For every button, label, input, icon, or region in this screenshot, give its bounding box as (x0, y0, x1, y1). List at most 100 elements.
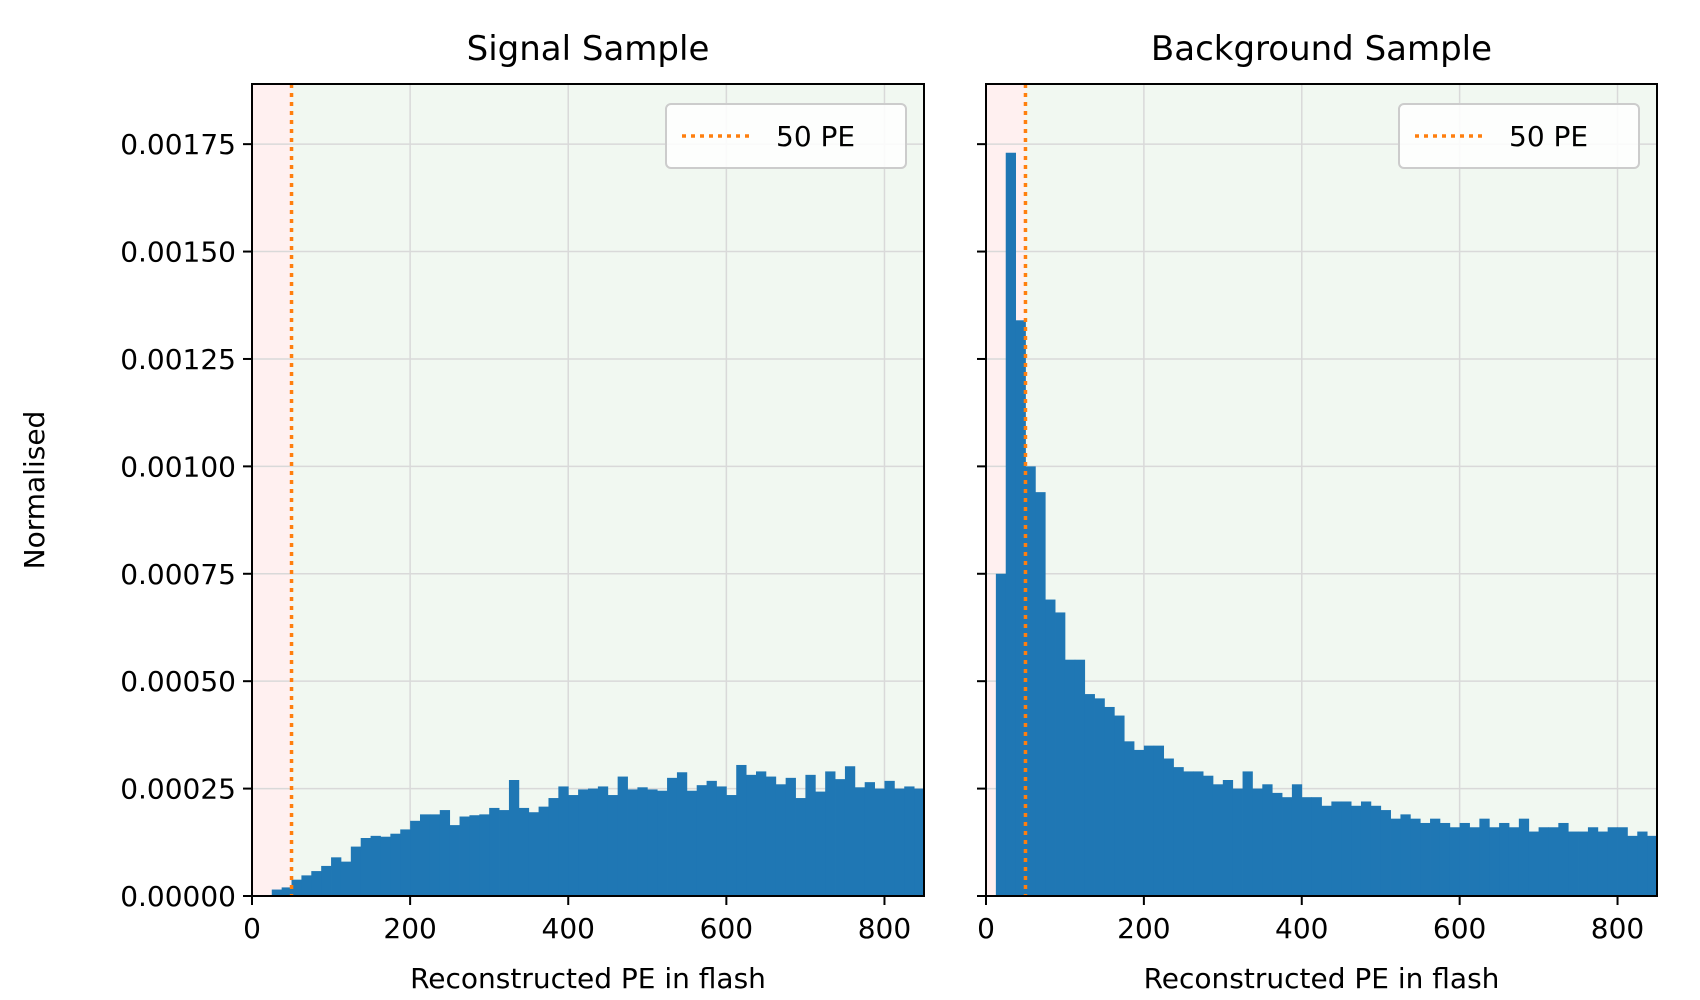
histogram-bar (894, 788, 905, 896)
histogram-bar (1025, 466, 1036, 896)
histogram-bar (518, 807, 530, 896)
y-tick-label: 0.00075 (120, 558, 236, 591)
x-tick-label: 600 (700, 912, 753, 945)
histogram-bar (1301, 797, 1313, 896)
histogram-bar (1351, 805, 1362, 896)
histogram-bar (1282, 797, 1293, 896)
histogram-bar (825, 771, 836, 896)
histogram-bar (400, 829, 411, 896)
histogram-bar (765, 776, 777, 896)
histogram-bar (1548, 827, 1559, 896)
histogram-bar (637, 787, 648, 896)
histogram-bar (1104, 706, 1115, 896)
histogram-bar (1045, 599, 1056, 896)
x-tick-label: 400 (1275, 912, 1328, 945)
histogram-bar (1489, 827, 1500, 896)
histogram-bar (449, 825, 460, 896)
histogram-bar (1143, 745, 1155, 896)
histogram-bar (815, 791, 826, 896)
rejected-region (252, 84, 292, 896)
histogram-bar (874, 788, 885, 896)
histogram-bar (429, 814, 441, 896)
histogram-bar (805, 774, 816, 896)
histogram-bar (1400, 814, 1411, 896)
histogram-bar (1321, 805, 1332, 896)
histogram-bar (1439, 822, 1451, 896)
axes-frame (985, 83, 1658, 897)
histogram-bar (271, 889, 283, 896)
x-tick-label: 200 (1117, 912, 1170, 945)
x-axis-label: Reconstructed PE in flash (410, 962, 766, 995)
histogram-bar (439, 810, 451, 896)
y-tick-label: 0.00125 (120, 343, 236, 376)
histogram-bars (271, 764, 925, 896)
histogram-bar (716, 786, 727, 896)
histogram-bar (1360, 801, 1372, 896)
histogram-bars (995, 152, 1658, 897)
histogram-bar (1410, 818, 1421, 896)
histogram-bar (1449, 827, 1461, 896)
histogram-bar (370, 835, 381, 896)
legend-label: 50 PE (776, 120, 855, 153)
histogram-bar (884, 780, 895, 896)
histogram-bar (1114, 715, 1125, 896)
histogram-bar (1341, 801, 1352, 896)
histogram-bar (1597, 831, 1609, 896)
histogram-bar (301, 875, 312, 896)
histogram-bar (390, 833, 401, 896)
x-tick-label: 400 (542, 912, 595, 945)
histogram-bar (548, 798, 559, 896)
legend-label: 50 PE (1509, 120, 1588, 153)
histogram-bar (756, 771, 767, 896)
histogram-bar (558, 786, 569, 896)
histogram-bar (1173, 767, 1184, 896)
histogram-bar (528, 812, 539, 896)
histogram-bar (1124, 741, 1135, 896)
histogram-bar (469, 815, 480, 896)
legend-box (1398, 103, 1640, 169)
chart-title: Background Sample (1151, 29, 1492, 69)
histogram-bar (499, 810, 510, 896)
histogram-bar (676, 772, 688, 896)
histogram-bar (1242, 771, 1253, 896)
y-tick-label: 0.00000 (120, 880, 236, 913)
histogram-bar (1084, 694, 1095, 896)
histogram-bar (1055, 612, 1066, 896)
histogram-bar (1212, 784, 1224, 896)
histogram-bar (321, 865, 332, 896)
histogram-bar (795, 798, 806, 896)
histogram-bar (1528, 831, 1539, 896)
histogram-bar (1578, 831, 1589, 896)
histogram-bar (657, 790, 668, 896)
x-tick-label: 800 (1591, 912, 1644, 945)
y-tick-label: 0.00175 (120, 128, 236, 161)
histogram-bar (459, 816, 470, 896)
histogram-bar (568, 795, 579, 896)
histogram-bar (914, 788, 925, 896)
histogram-bar (1094, 698, 1105, 896)
histogram-bar (311, 871, 322, 896)
histogram-bar (667, 777, 678, 896)
histogram-bar (1153, 745, 1165, 896)
histogram-bar (1568, 831, 1579, 896)
y-tick-label: 0.00100 (120, 450, 236, 483)
histogram-bar (775, 784, 787, 896)
y-axis-label: Normalised (18, 411, 51, 570)
histogram-bar (1262, 784, 1273, 896)
histogram-bar (1203, 775, 1214, 896)
histogram-bar (696, 785, 707, 896)
histogram-bar (597, 786, 609, 896)
legend-box (665, 103, 907, 169)
histogram-bar (1508, 827, 1520, 896)
x-tick-label: 200 (383, 912, 436, 945)
x-tick-label: 0 (977, 912, 995, 945)
histogram-bar (785, 777, 796, 896)
histogram-bar (1005, 152, 1017, 897)
histogram-bar (1074, 659, 1086, 896)
histogram-bar (1617, 827, 1628, 896)
histogram-bar (380, 836, 391, 896)
histogram-bar (1627, 835, 1638, 896)
histogram-bar (1587, 827, 1599, 896)
histogram-bar (1193, 771, 1204, 896)
